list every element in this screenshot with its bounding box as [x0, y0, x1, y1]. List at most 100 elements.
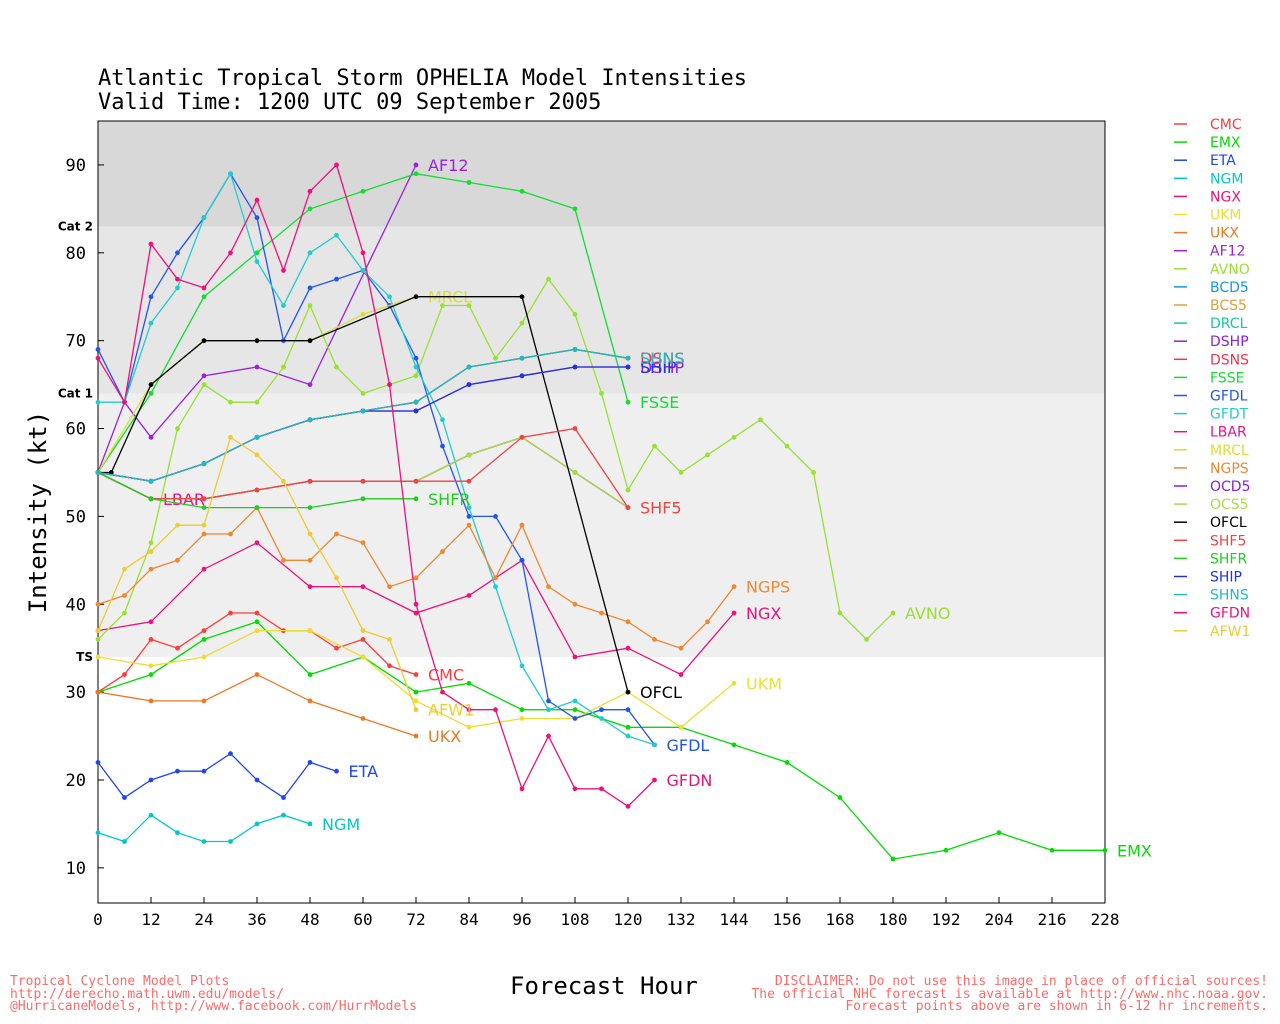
data-point — [175, 250, 180, 256]
data-point — [413, 610, 419, 616]
data-point — [413, 575, 419, 581]
data-point — [281, 478, 286, 484]
footer-credit-line[interactable]: @HurricaneModels, http://www.facebook.co… — [10, 999, 417, 1014]
data-point — [254, 487, 260, 493]
data-point — [201, 637, 207, 642]
legend-entry: SHIP — [1210, 570, 1242, 586]
data-point — [254, 628, 260, 634]
data-point — [546, 276, 551, 282]
data-point — [254, 259, 260, 264]
data-point — [466, 593, 472, 598]
data-point — [519, 294, 525, 300]
data-point — [599, 390, 604, 396]
data-point — [228, 434, 233, 440]
series-line — [98, 172, 655, 746]
data-point — [572, 347, 578, 352]
legend-entry: OCD5 — [1210, 479, 1250, 495]
legend-entry: AF12 — [1210, 244, 1245, 260]
data-point — [254, 672, 260, 677]
data-point — [360, 408, 366, 414]
data-point — [122, 399, 127, 405]
data-point — [1102, 847, 1108, 853]
data-point — [572, 311, 578, 317]
data-point — [678, 724, 684, 730]
data-point — [175, 830, 180, 836]
data-point — [572, 206, 578, 212]
x-tick-label: 48 — [300, 910, 319, 929]
disclaimer-line: DISCLAIMER: Do not use this image in pla… — [774, 974, 1268, 989]
data-point — [387, 382, 392, 387]
data-point — [360, 654, 366, 660]
data-point — [360, 716, 366, 721]
data-point — [466, 522, 472, 528]
data-point — [148, 320, 154, 326]
legend-entry: EMX — [1210, 135, 1241, 151]
y-tick-label: 60 — [66, 420, 86, 440]
x-tick-label: 132 — [667, 910, 696, 929]
series-end-label: SHFR — [428, 490, 471, 509]
data-point — [175, 426, 180, 431]
data-point — [625, 803, 631, 809]
data-point — [122, 566, 127, 572]
series-end-label: NGX — [746, 604, 781, 623]
data-point — [148, 478, 154, 484]
data-point — [148, 566, 154, 572]
legend-entry: DSNS — [1210, 352, 1249, 368]
x-tick-label: 204 — [985, 910, 1014, 929]
data-point — [625, 724, 631, 730]
intensity-band-1 — [98, 226, 1105, 394]
data-point — [281, 364, 286, 370]
data-point — [175, 768, 180, 774]
category-label: Cat 2 — [58, 219, 93, 233]
data-point — [413, 399, 419, 405]
series-gfdt — [95, 171, 657, 748]
data-point — [228, 751, 233, 757]
data-point — [519, 188, 525, 194]
data-point — [334, 645, 339, 651]
series-end-label: SHIP — [640, 358, 677, 377]
data-point — [95, 628, 101, 634]
x-tick-label: 84 — [459, 910, 478, 929]
legend-entry: OCS5 — [1210, 497, 1249, 513]
category-label: Cat 1 — [58, 386, 93, 400]
data-point — [440, 549, 445, 554]
data-point — [440, 303, 445, 308]
data-point — [599, 707, 604, 713]
series-end-label: CMC — [428, 666, 464, 685]
data-point — [546, 707, 551, 713]
data-point — [307, 628, 313, 634]
data-point — [625, 733, 631, 739]
x-tick-label: 0 — [93, 910, 103, 929]
disclaimer-line: Forecast points above are shown in 6-12 … — [845, 999, 1268, 1014]
data-point — [175, 557, 180, 563]
footer-credit-line[interactable]: http://derecho.math.uwm.edu/models/ — [10, 986, 284, 1002]
legend-entry: SHNS — [1210, 588, 1249, 604]
data-point — [625, 689, 631, 695]
data-point — [387, 663, 392, 669]
data-point — [519, 716, 525, 721]
data-point — [572, 786, 578, 792]
data-point — [466, 303, 472, 308]
data-point — [254, 619, 260, 625]
data-point — [254, 215, 260, 221]
data-point — [95, 689, 101, 695]
data-point — [466, 724, 472, 730]
legend-entry: SHF5 — [1210, 533, 1246, 549]
data-point — [625, 505, 631, 511]
series-end-label: AVNO — [905, 604, 950, 623]
data-point — [413, 408, 419, 414]
data-point — [387, 637, 392, 642]
chart-subtitle: Valid Time: 1200 UTC 09 September 2005 — [98, 90, 602, 115]
data-point — [228, 531, 233, 537]
series-line — [97, 163, 655, 808]
data-point — [493, 575, 498, 581]
legend-entry: UKM — [1210, 208, 1242, 224]
data-point — [108, 470, 114, 475]
data-point — [201, 382, 207, 387]
data-point — [254, 821, 260, 827]
data-point — [413, 496, 419, 502]
data-point — [625, 645, 631, 651]
data-point — [652, 443, 657, 449]
data-point — [572, 470, 578, 475]
